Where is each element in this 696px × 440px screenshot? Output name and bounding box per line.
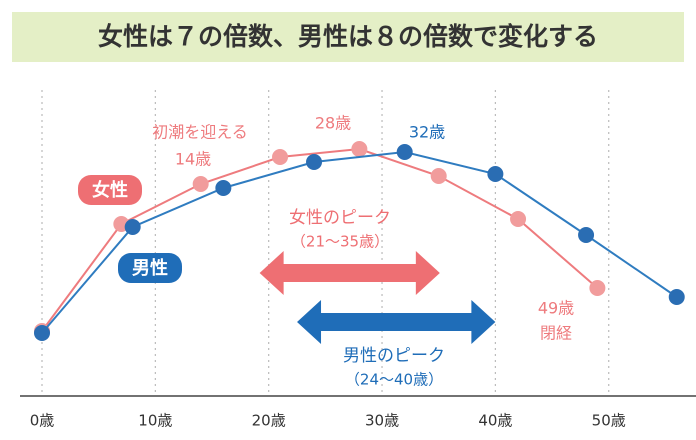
peak-range-label: （21～35歳） xyxy=(291,233,389,251)
data-point xyxy=(510,211,527,227)
x-tick-label: 0歳 xyxy=(30,412,55,430)
peak-label: 女性のピーク xyxy=(289,208,391,228)
title-banner xyxy=(12,12,684,62)
x-tick-label: 40歳 xyxy=(478,412,512,430)
legend-label: 女性 xyxy=(92,179,128,201)
legend-badge xyxy=(78,175,142,205)
data-point xyxy=(668,289,685,305)
data-point xyxy=(34,325,50,341)
x-tick-label: 50歳 xyxy=(592,412,626,430)
data-point xyxy=(396,144,413,160)
peak-range-label: （24～40歳） xyxy=(345,371,443,389)
x-tick-label: 10歳 xyxy=(138,412,172,430)
data-point xyxy=(487,166,504,182)
chart-title: 女性は７の倍数、男性は８の倍数で変化する xyxy=(98,22,598,51)
data-point xyxy=(589,280,606,296)
annotation: 32歳 xyxy=(409,123,445,142)
data-point xyxy=(306,154,323,170)
legend-label: 男性 xyxy=(132,257,168,279)
peak-arrow xyxy=(259,251,440,295)
legend-badge xyxy=(118,253,182,283)
peak-label: 男性のピーク xyxy=(343,346,445,366)
peak-arrow xyxy=(297,300,496,344)
x-tick-label: 20歳 xyxy=(252,412,286,430)
data-point xyxy=(578,227,595,243)
x-tick-label: 30歳 xyxy=(365,412,399,430)
data-point xyxy=(272,149,289,165)
annotation: 14歳 xyxy=(175,150,211,169)
data-point xyxy=(124,219,141,235)
data-point xyxy=(215,180,232,196)
annotation: 28歳 xyxy=(315,114,351,133)
series-line xyxy=(41,147,599,332)
data-point xyxy=(430,168,447,184)
data-point xyxy=(192,176,209,192)
annotation: 49歳 xyxy=(538,299,574,318)
annotation: 閉経 xyxy=(540,324,572,343)
annotation: 初潮を迎える xyxy=(152,123,248,142)
series-line xyxy=(41,150,678,334)
data-point xyxy=(351,141,368,157)
